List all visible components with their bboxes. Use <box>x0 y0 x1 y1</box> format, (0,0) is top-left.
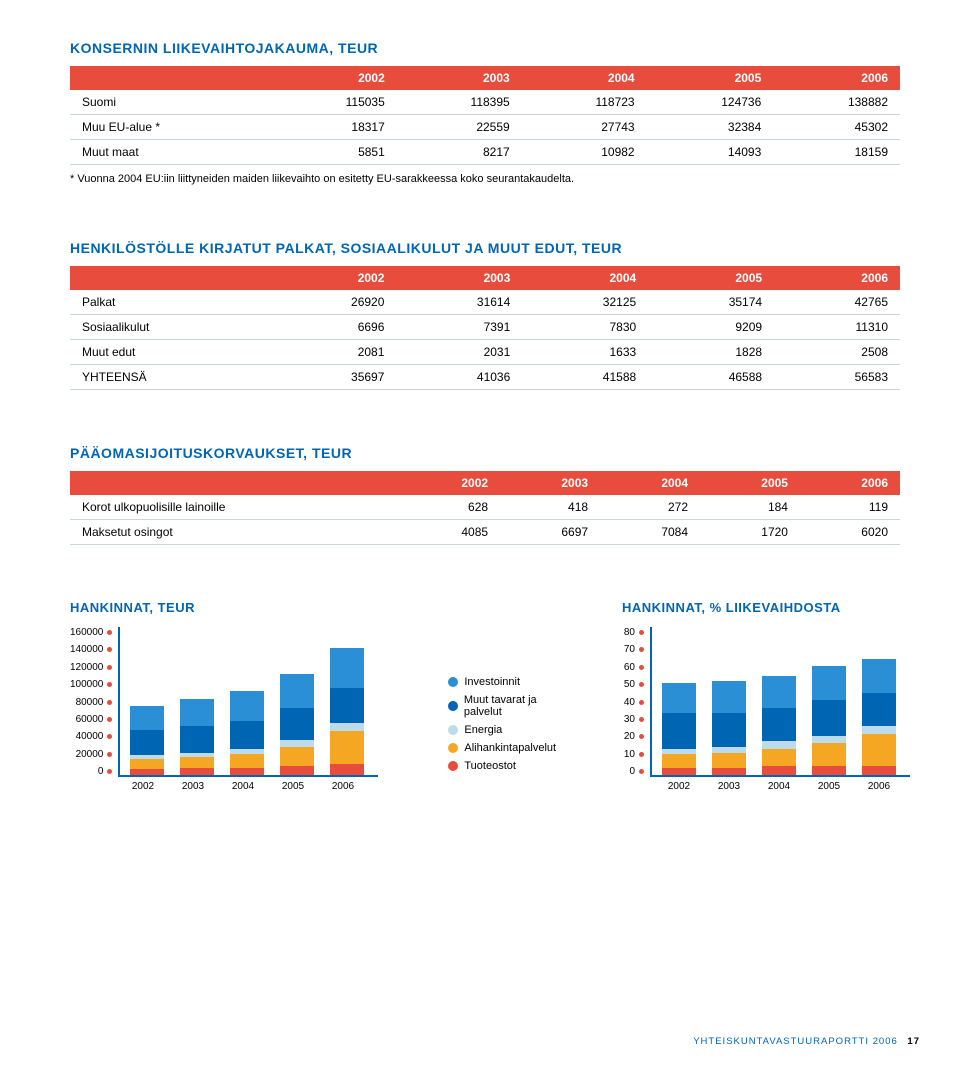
page-number: 17 <box>907 1036 920 1047</box>
table-row: Muut maat58518217109821409318159 <box>70 140 900 165</box>
table-title-1: KONSERNIN LIIKEVAIHTOJAKAUMA, TEUR <box>70 40 910 56</box>
table-row: Suomi115035118395118723124736138882 <box>70 90 900 115</box>
legend-item: Muut tavarat ja palvelut <box>448 694 572 718</box>
legend-dot-icon <box>448 701 458 711</box>
legend-item: Energia <box>448 724 572 736</box>
table-row: YHTEENSÄ3569741036415884658856583 <box>70 365 900 390</box>
table-row: Maksetut osingot40856697708417206020 <box>70 520 900 545</box>
table-row: Muu EU-alue *1831722559277433238445302 <box>70 115 900 140</box>
col-h: 2004 <box>522 66 647 90</box>
chart-2-title: HANKINNAT, % LIIKEVAIHDOSTA <box>622 600 910 615</box>
table-row: Korot ulkopuolisille lainoille6284182721… <box>70 495 900 520</box>
chart-1-y-axis: 1600001400001200001000008000060000400002… <box>70 627 112 777</box>
table-row: Muut edut20812031163318282508 <box>70 340 900 365</box>
legend-dot-icon <box>448 677 458 687</box>
page-footer: YHTEISKUNTAVASTUURAPORTTI 2006 17 <box>693 1036 920 1047</box>
charts-row: HANKINNAT, TEUR 160000140000120000100000… <box>70 600 910 792</box>
col-h: 2005 <box>647 66 774 90</box>
legend-item: Alihankintapalvelut <box>448 742 572 754</box>
legend-label: Investoinnit <box>464 676 520 688</box>
legend-label: Tuoteostot <box>464 760 516 772</box>
data-table-2: 2002 2003 2004 2005 2006 Palkat269203161… <box>70 266 900 390</box>
legend-label: Energia <box>464 724 502 736</box>
table-footnote-1: * Vuonna 2004 EU:iin liittyneiden maiden… <box>70 173 910 185</box>
legend-item: Investoinnit <box>448 676 572 688</box>
col-h: 2003 <box>397 66 522 90</box>
chart-legend: Investoinnit Muut tavarat ja palvelut Ener… <box>448 600 572 792</box>
table-block-1: KONSERNIN LIIKEVAIHTOJAKAUMA, TEUR 2002 … <box>70 40 910 185</box>
legend-dot-icon <box>448 725 458 735</box>
col-h <box>70 66 272 90</box>
legend-label: Muut tavarat ja palvelut <box>464 694 572 718</box>
table-block-2: HENKILÖSTÖLLE KIRJATUT PALKAT, SOSIAALIK… <box>70 240 910 390</box>
chart-2-y-axis: 80706050403020100 <box>622 627 644 777</box>
chart-1-plot <box>118 627 378 777</box>
table-row: Palkat2692031614321253517442765 <box>70 290 900 315</box>
chart-1: HANKINNAT, TEUR 160000140000120000100000… <box>70 600 378 792</box>
chart-2-plot <box>650 627 910 777</box>
chart-2: HANKINNAT, % LIIKEVAIHDOSTA 807060504030… <box>622 600 910 792</box>
table-block-3: PÄÄOMASIJOITUSKORVAUKSET, TEUR 2002 2003… <box>70 445 910 545</box>
data-table-1: 2002 2003 2004 2005 2006 Suomi1150351183… <box>70 66 900 165</box>
legend-item: Tuoteostot <box>448 760 572 772</box>
footer-text: YHTEISKUNTAVASTUURAPORTTI 2006 <box>693 1036 898 1047</box>
table-title-2: HENKILÖSTÖLLE KIRJATUT PALKAT, SOSIAALIK… <box>70 240 910 256</box>
table-row: Sosiaalikulut669673917830920911310 <box>70 315 900 340</box>
legend-dot-icon <box>448 743 458 753</box>
table-title-3: PÄÄOMASIJOITUSKORVAUKSET, TEUR <box>70 445 910 461</box>
data-table-3: 2002 2003 2004 2005 2006 Korot ulkopuoli… <box>70 471 900 545</box>
chart-1-title: HANKINNAT, TEUR <box>70 600 378 615</box>
legend-dot-icon <box>448 761 458 771</box>
col-h: 2002 <box>272 66 397 90</box>
chart-1-x-labels: 20022003200420052006 <box>116 781 378 792</box>
chart-2-x-labels: 20022003200420052006 <box>652 781 910 792</box>
legend-label: Alihankintapalvelut <box>464 742 556 754</box>
col-h: 2006 <box>773 66 900 90</box>
